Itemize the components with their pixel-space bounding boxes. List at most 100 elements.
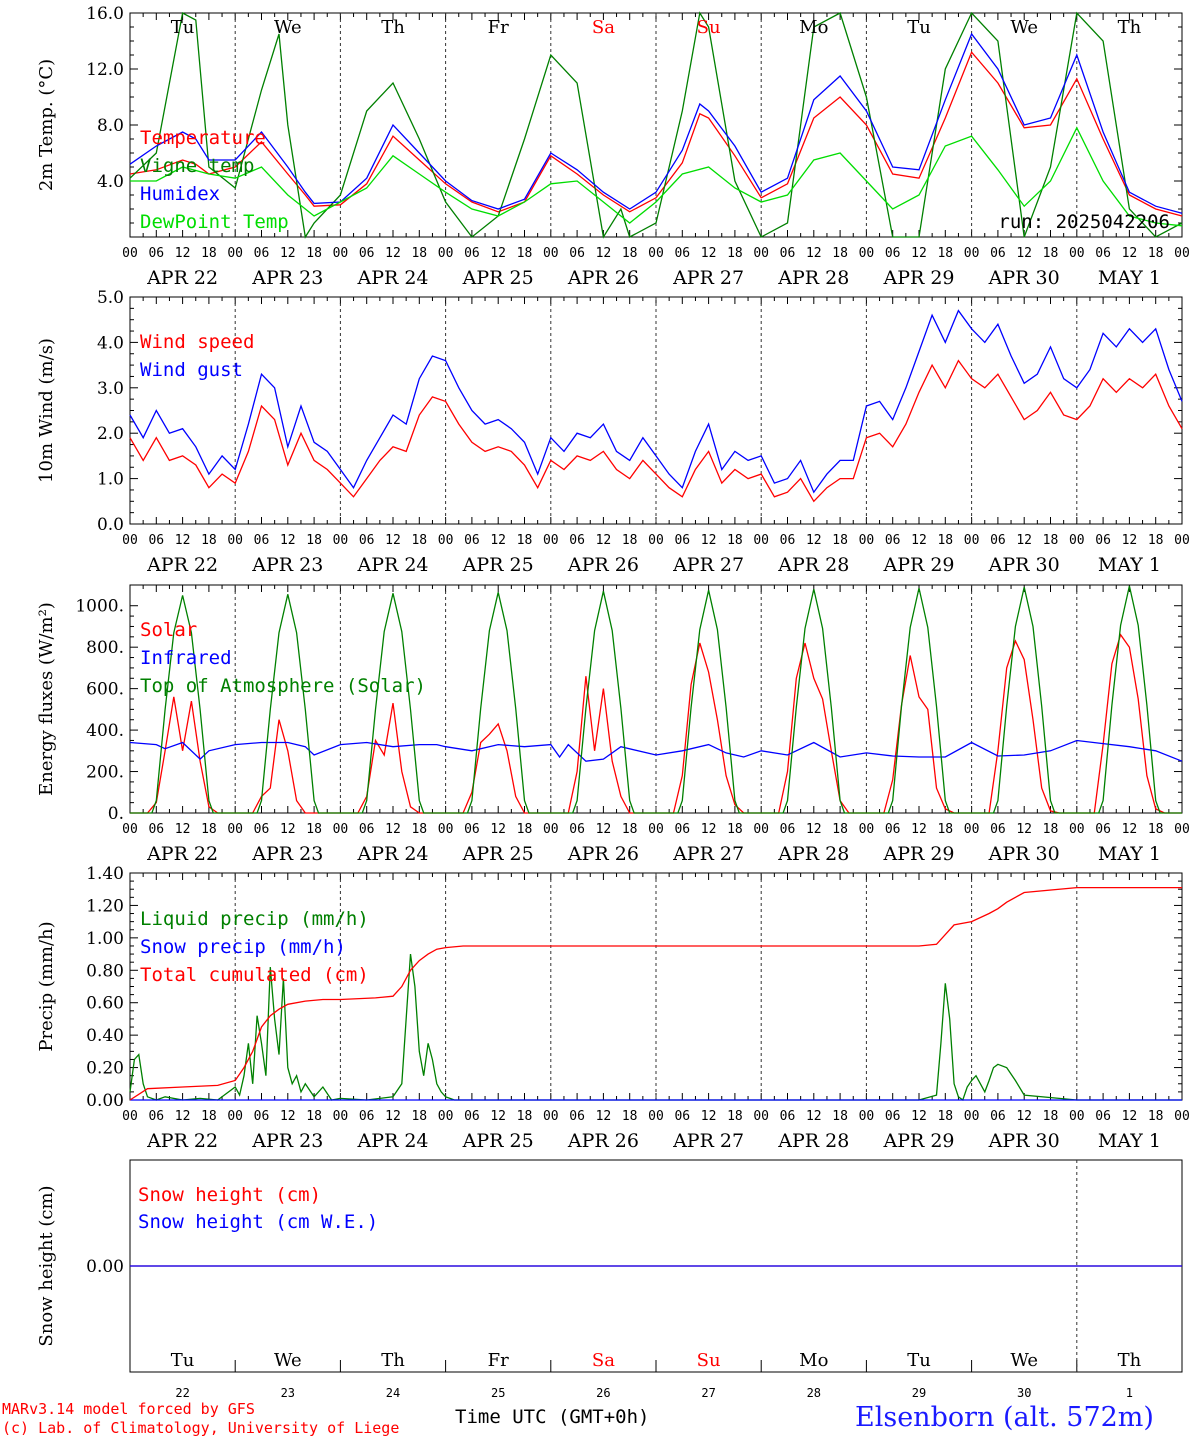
day-label: MAY 1 bbox=[1098, 267, 1161, 289]
hour-tick-label: 12 bbox=[1016, 246, 1032, 261]
station-name: Elsenborn (alt. 572m) bbox=[855, 1402, 1154, 1433]
hour-tick-label: 18 bbox=[201, 1109, 217, 1124]
hour-tick-label: 00 bbox=[543, 1109, 559, 1124]
hour-tick-label: 12 bbox=[280, 1109, 296, 1124]
y-tick-label: 2.0 bbox=[97, 424, 124, 444]
weekday-label-top: We bbox=[274, 17, 302, 38]
hour-tick-label: 00 bbox=[859, 246, 875, 261]
hour-tick-label: 00 bbox=[859, 822, 875, 837]
weekday-label-bottom: Th bbox=[381, 1350, 405, 1371]
hour-tick-label: 18 bbox=[411, 1109, 427, 1124]
day-label: APR 26 bbox=[567, 1130, 639, 1152]
day-label: APR 22 bbox=[146, 267, 218, 289]
hour-tick-label: 18 bbox=[517, 822, 533, 837]
hour-tick-label: 12 bbox=[1122, 246, 1138, 261]
hour-tick-label: 12 bbox=[1016, 822, 1032, 837]
hour-tick-label: 06 bbox=[990, 246, 1006, 261]
legend-entry: Liquid precip (mm/h) bbox=[140, 908, 369, 930]
hour-tick-label: 18 bbox=[832, 533, 848, 548]
day-label: APR 27 bbox=[672, 1130, 744, 1152]
hour-tick-label: 06 bbox=[885, 822, 901, 837]
hour-tick-label: 12 bbox=[1122, 1109, 1138, 1124]
hour-tick-label: 06 bbox=[254, 1109, 270, 1124]
series-line-dewpoint-temp bbox=[130, 126, 1183, 227]
day-label: APR 23 bbox=[251, 267, 323, 289]
hour-tick-label: 06 bbox=[885, 246, 901, 261]
hour-tick-label: 06 bbox=[254, 533, 270, 548]
hour-tick-label: 06 bbox=[990, 822, 1006, 837]
legend-entry: Humidex bbox=[140, 183, 220, 205]
day-label: APR 22 bbox=[146, 1130, 218, 1152]
hour-tick-label: 18 bbox=[517, 533, 533, 548]
weekday-label-bottom: Fr bbox=[488, 1350, 509, 1371]
hour-tick-label: 00 bbox=[227, 822, 243, 837]
hour-tick-label: 18 bbox=[832, 822, 848, 837]
day-label: APR 25 bbox=[462, 267, 534, 289]
hour-tick-label: 12 bbox=[385, 533, 401, 548]
y-tick-label: 0.20 bbox=[86, 1059, 124, 1079]
y-tick-label: 5.0 bbox=[97, 288, 124, 308]
y-tick-label: 800. bbox=[86, 638, 124, 658]
legend-entry: Total cumulated (cm) bbox=[140, 964, 369, 986]
hour-tick-label: 00 bbox=[753, 533, 769, 548]
y-axis-label: 10m Wind (m/s) bbox=[36, 338, 57, 483]
hour-tick-label: 12 bbox=[911, 533, 927, 548]
hour-tick-label: 00 bbox=[227, 1109, 243, 1124]
hour-tick-label: 12 bbox=[280, 246, 296, 261]
hour-tick-label: 00 bbox=[543, 533, 559, 548]
hour-tick-label: 18 bbox=[727, 1109, 743, 1124]
hour-tick-label: 18 bbox=[517, 246, 533, 261]
hour-tick-label: 00 bbox=[964, 533, 980, 548]
x-axis-title: Time UTC (GMT+0h) bbox=[455, 1406, 650, 1428]
hour-tick-label: 18 bbox=[622, 246, 638, 261]
hour-tick-label: 12 bbox=[806, 822, 822, 837]
day-label: APR 25 bbox=[462, 554, 534, 576]
hour-tick-label: 06 bbox=[674, 1109, 690, 1124]
day-label: APR 29 bbox=[882, 843, 954, 865]
hour-tick-label: 12 bbox=[1016, 1109, 1032, 1124]
day-number-label: 24 bbox=[386, 1386, 400, 1400]
hour-tick-label: 00 bbox=[438, 822, 454, 837]
hour-tick-label: 06 bbox=[1095, 822, 1111, 837]
hour-tick-label: 06 bbox=[148, 822, 164, 837]
weekday-label-top: Fr bbox=[488, 17, 509, 38]
day-label: APR 29 bbox=[882, 1130, 954, 1152]
series-line-top-of-atmosphere-solar- bbox=[130, 585, 1182, 814]
hour-tick-label: 00 bbox=[648, 533, 664, 548]
hour-tick-label: 06 bbox=[148, 1109, 164, 1124]
day-label: APR 29 bbox=[882, 554, 954, 576]
hour-tick-label: 00 bbox=[648, 822, 664, 837]
day-label: APR 26 bbox=[567, 554, 639, 576]
hour-tick-label: 00 bbox=[1069, 533, 1085, 548]
hour-tick-label: 06 bbox=[1095, 246, 1111, 261]
hour-tick-label: 12 bbox=[1122, 533, 1138, 548]
weekday-label-top: Mo bbox=[799, 17, 828, 38]
hour-tick-label: 12 bbox=[806, 533, 822, 548]
hour-tick-label: 18 bbox=[1043, 1109, 1059, 1124]
y-tick-label: 0.60 bbox=[86, 994, 124, 1014]
hour-tick-label: 12 bbox=[596, 246, 612, 261]
day-label: APR 24 bbox=[356, 554, 428, 576]
hour-tick-label: 12 bbox=[385, 1109, 401, 1124]
y-tick-label: 0.0 bbox=[97, 515, 124, 535]
hour-tick-label: 18 bbox=[727, 246, 743, 261]
hour-tick-label: 12 bbox=[911, 1109, 927, 1124]
hour-tick-label: 06 bbox=[885, 533, 901, 548]
hour-tick-label: 12 bbox=[385, 822, 401, 837]
series-line-temperature bbox=[129, 50, 1183, 217]
weekday-label-top: Tu bbox=[171, 17, 195, 38]
hour-tick-label: 12 bbox=[911, 246, 927, 261]
weekday-label-top: Su bbox=[697, 17, 721, 38]
hour-tick-label: 18 bbox=[622, 1109, 638, 1124]
hour-tick-label: 06 bbox=[464, 822, 480, 837]
day-label: MAY 1 bbox=[1098, 1130, 1161, 1152]
hour-tick-label: 18 bbox=[411, 533, 427, 548]
y-tick-label: 400. bbox=[86, 721, 124, 741]
series-line-liquid-precip-mm-h- bbox=[129, 954, 1182, 1102]
hour-tick-label: 06 bbox=[780, 246, 796, 261]
y-tick-label: 0.00 bbox=[86, 1091, 124, 1111]
hour-tick-label: 06 bbox=[569, 533, 585, 548]
weekday-label-top: Sa bbox=[592, 17, 615, 38]
hour-tick-label: 18 bbox=[832, 246, 848, 261]
